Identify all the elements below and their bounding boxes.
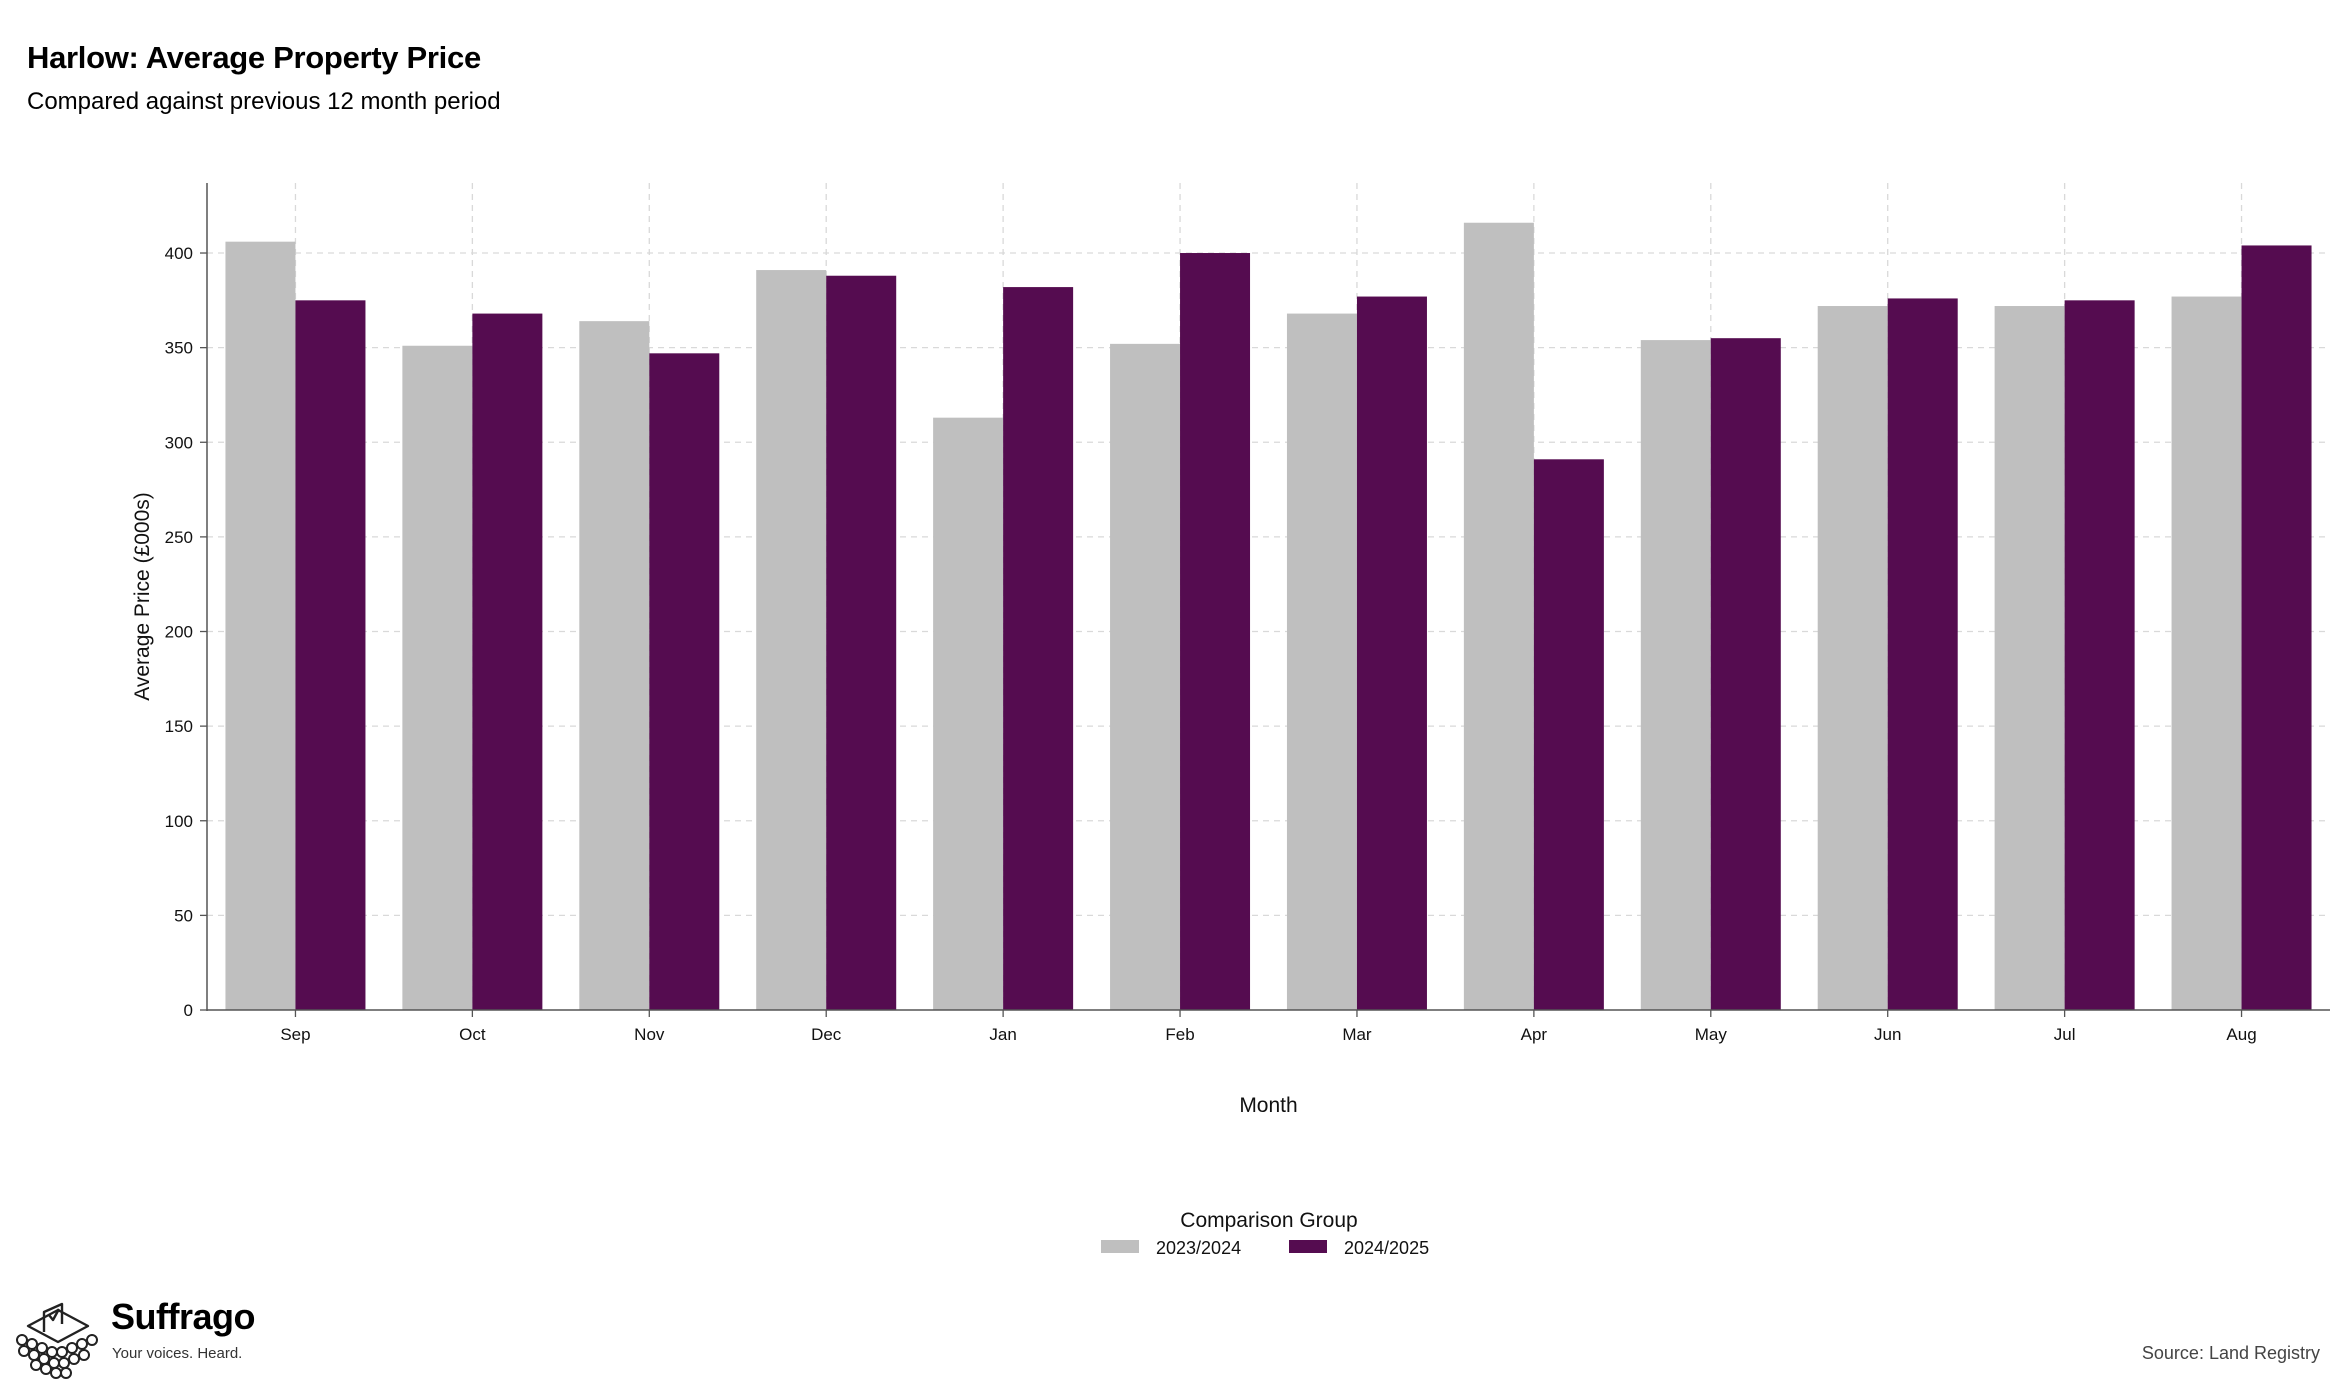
x-tick-label-oct: Oct [459,1025,486,1044]
source-note: Source: Land Registry [2141,1343,2320,1363]
y-tick-label: 200 [165,623,193,642]
bar-2024-2025-feb [1180,253,1251,1010]
y-tick-label: 100 [165,812,193,831]
y-tick-label: 400 [165,244,193,263]
bar-2023-2024-apr [1463,222,1534,1010]
y-tick-label: 50 [174,906,193,925]
bar-2023-2024-jul [1994,306,2065,1010]
x-tick-label-nov: Nov [634,1025,665,1044]
brand-name: Suffrago [111,1296,256,1337]
x-tick-label-sep: Sep [280,1025,310,1044]
legend-title: Comparison Group [1180,1209,1357,1232]
ballot-box-icon [16,1302,98,1379]
chart-subtitle: Compared against previous 12 month perio… [27,88,501,115]
bar-2024-2025-jul [2064,300,2135,1011]
bar-2023-2024-mar [1286,313,1357,1010]
bar-2024-2025-may [1710,338,1781,1010]
x-tick-label-mar: Mar [1342,1025,1372,1044]
chart-title: Harlow: Average Property Price [27,40,481,75]
x-tick-label-aug: Aug [2226,1025,2256,1044]
x-tick-label-apr: Apr [1521,1025,1548,1044]
bar-2023-2024-oct [402,345,473,1010]
bar-2023-2024-may [1640,340,1711,1010]
legend-swatch-2023-2024 [1101,1240,1139,1253]
y-tick-label: 350 [165,339,193,358]
x-axis-title: Month [1239,1094,1297,1117]
bar-2024-2025-mar [1356,296,1427,1011]
y-tick-label: 300 [165,433,193,452]
bar-2024-2025-sep [295,300,366,1011]
bar-2024-2025-apr [1533,459,1604,1010]
brand-logo: Suffrago Your voices. Heard. [14,1296,274,1380]
bar-2024-2025-aug [2241,245,2312,1010]
bar-2024-2025-jun [1887,298,1958,1011]
x-tick-label-jul: Jul [2054,1025,2076,1044]
bar-2023-2024-jun [1817,306,1888,1010]
x-tick-label-may: May [1695,1025,1728,1044]
bar-2023-2024-aug [2171,296,2242,1011]
legend-swatch-2024-2025 [1289,1240,1327,1253]
bar-2024-2025-jan [1003,287,1074,1010]
x-tick-label-feb: Feb [1165,1025,1194,1044]
bar-2023-2024-jan [933,417,1004,1011]
bar-2023-2024-sep [225,241,296,1011]
y-axis-title: Average Price (£000s) [131,492,154,701]
bar-2023-2024-feb [1110,343,1181,1010]
x-tick-label-dec: Dec [811,1025,842,1044]
bar-2023-2024-nov [579,321,650,1010]
legend-label-2023-2024: 2023/2024 [1156,1238,1241,1258]
x-tick-label-jun: Jun [1874,1025,1901,1044]
bar-2023-2024-dec [756,270,827,1011]
bar-chart: 0 50 100 150 200 250 300 350 400 Sep Oct Nov Dec Jan F… [131,183,2330,1258]
bar-2024-2025-nov [649,353,720,1010]
bar-2024-2025-dec [826,275,897,1010]
x-tick-label-jan: Jan [989,1025,1016,1044]
brand-tagline: Your voices. Heard. [112,1345,243,1362]
bar-2024-2025-oct [472,313,543,1010]
y-tick-label: 250 [165,528,193,547]
legend-label-2024-2025: 2024/2025 [1344,1238,1429,1258]
y-tick-label: 0 [184,1001,193,1020]
y-tick-label: 150 [165,717,193,736]
